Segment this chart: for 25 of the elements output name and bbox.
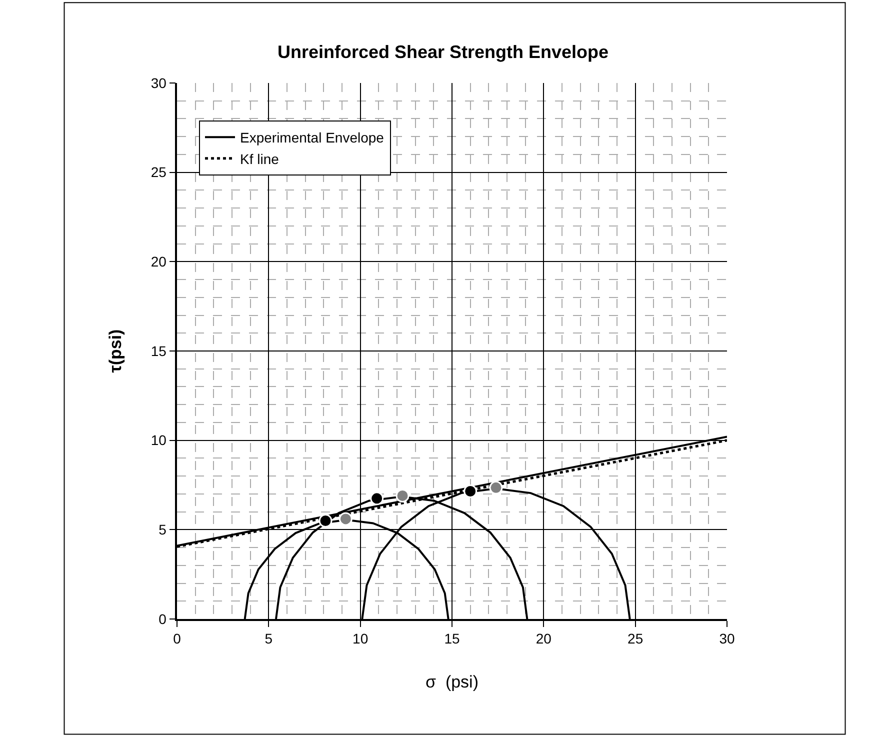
x-tick-label: 0 (173, 630, 182, 647)
y-tick-label: 0 (158, 610, 167, 627)
chart-title: Unreinforced Shear Strength Envelope (277, 42, 609, 62)
point (464, 484, 478, 498)
y-tick-label: 10 (150, 432, 167, 448)
x-tick-label: 10 (352, 630, 368, 647)
x-tick-label: 30 (719, 630, 735, 647)
point (338, 512, 352, 526)
y-tick-label: 5 (158, 522, 167, 538)
y-axis-title: τ(psi) (106, 329, 125, 373)
point (396, 488, 410, 502)
x-tick-label: 15 (444, 630, 460, 647)
legend-label: Kf line (240, 150, 280, 167)
point (489, 480, 503, 494)
y-tick-label: 15 (150, 342, 167, 359)
x-tick-label: 20 (536, 630, 552, 647)
y-tick-label: 20 (150, 254, 167, 270)
point (370, 492, 384, 506)
x-tick-label: 5 (264, 630, 273, 647)
x-axis-title: σ (psi) (426, 672, 478, 692)
y-tick-label: 25 (150, 164, 167, 180)
y-tick-label: 30 (150, 74, 167, 91)
x-tick-label: 25 (628, 630, 644, 647)
legend-label: Experimental Envelope (240, 130, 384, 146)
point (318, 514, 332, 528)
